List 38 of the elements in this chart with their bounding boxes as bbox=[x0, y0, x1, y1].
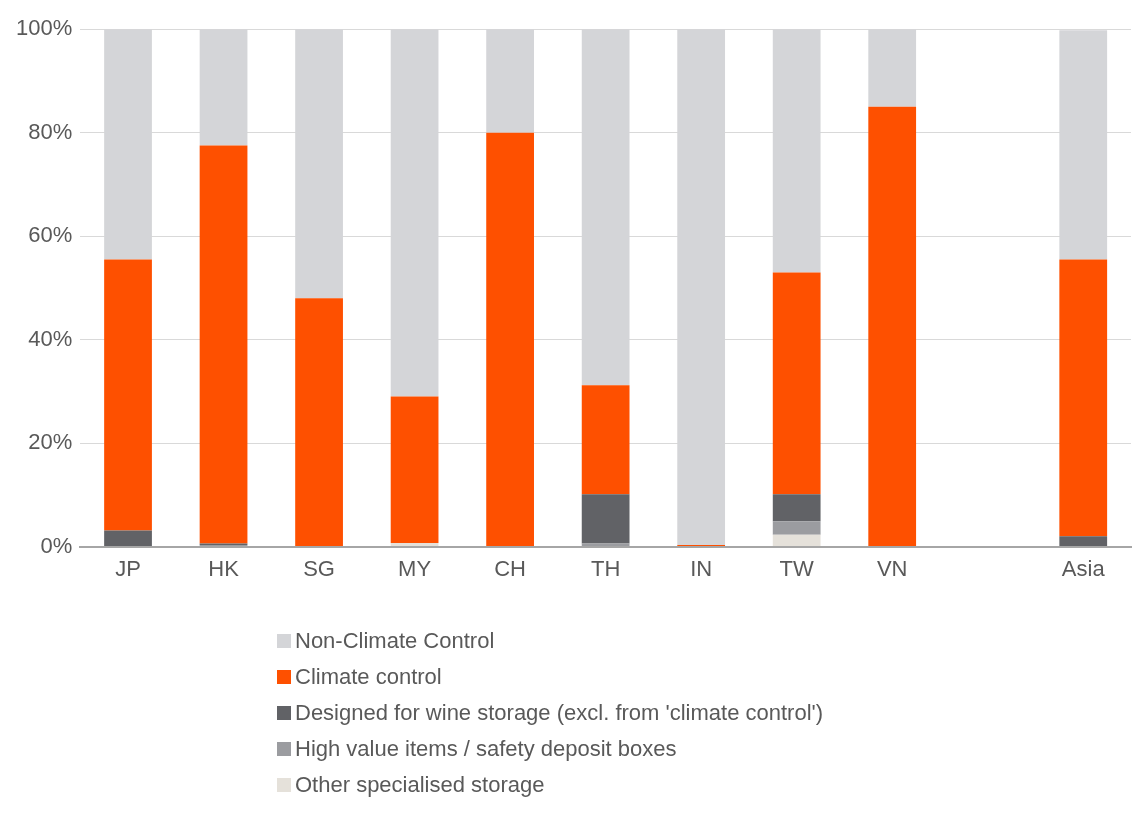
bar bbox=[390, 542, 439, 547]
x-tick-label: HK bbox=[208, 555, 240, 581]
bar bbox=[1059, 536, 1108, 547]
bar bbox=[486, 132, 534, 547]
x-tick-label: TW bbox=[779, 555, 815, 581]
bar bbox=[390, 396, 439, 543]
bar bbox=[868, 106, 917, 547]
bar bbox=[104, 259, 152, 531]
legend-label: Non-Climate Control bbox=[295, 628, 495, 654]
bar bbox=[868, 29, 917, 107]
x-tick-label: VN bbox=[876, 555, 908, 581]
x-tick-label: SG bbox=[303, 555, 335, 581]
bar bbox=[104, 530, 152, 547]
x-tick-label: JP bbox=[115, 555, 141, 581]
bar bbox=[772, 521, 821, 535]
legend-label: Designed for wine storage (excl. from 'climate control') bbox=[295, 700, 824, 726]
bar bbox=[772, 534, 821, 547]
bar bbox=[199, 145, 248, 544]
bar bbox=[772, 272, 821, 495]
x-tick-label: Asia bbox=[1061, 555, 1106, 581]
legend-label: High value items / safety deposit boxes bbox=[295, 736, 677, 762]
y-tick-label: 0% bbox=[40, 532, 73, 558]
x-tick-label: IN bbox=[690, 555, 713, 581]
bar bbox=[581, 385, 630, 495]
x-tick-label: MY bbox=[398, 555, 432, 581]
y-tick-label: 80% bbox=[28, 118, 73, 144]
y-tick-label: 100% bbox=[15, 15, 73, 41]
legend-label: Climate control bbox=[295, 664, 442, 690]
x-tick-label: TH bbox=[590, 555, 621, 581]
y-tick-label: 20% bbox=[28, 429, 73, 455]
y-tick-label: 60% bbox=[28, 222, 73, 248]
bar bbox=[295, 298, 343, 547]
y-tick-label: 40% bbox=[28, 325, 73, 351]
legend-label: Other specialised storage bbox=[295, 772, 545, 798]
x-tick-label: CH bbox=[494, 555, 526, 581]
bar bbox=[772, 494, 821, 522]
bar bbox=[1059, 259, 1108, 537]
bar bbox=[581, 494, 630, 544]
